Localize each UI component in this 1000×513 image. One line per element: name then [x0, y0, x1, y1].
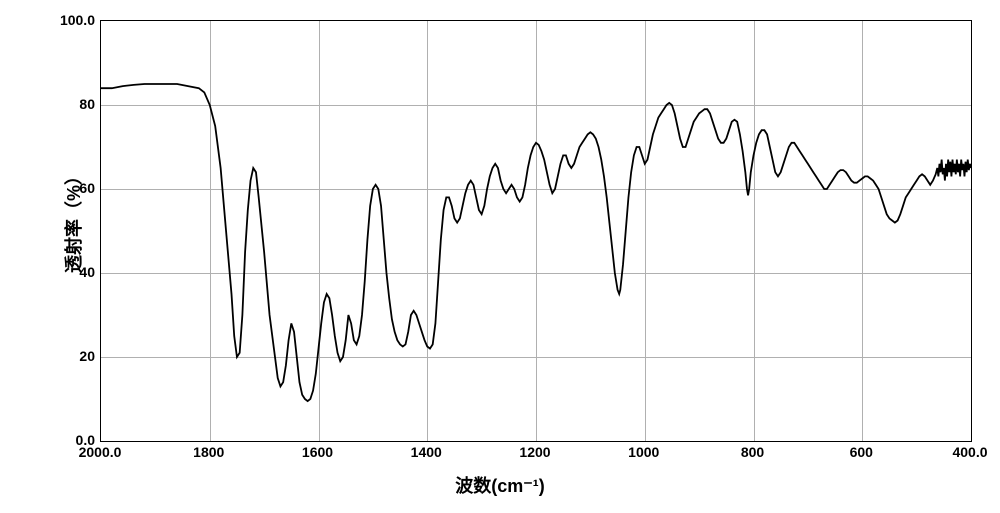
- x-tick-label: 800: [741, 444, 764, 460]
- x-tick-label: 1600: [302, 444, 333, 460]
- x-tick-label: 400.0: [952, 444, 987, 460]
- x-axis-label: 波数(cm⁻¹): [455, 472, 545, 498]
- x-tick-label: 1000: [628, 444, 659, 460]
- y-axis-label: 透射率（%）: [60, 167, 86, 273]
- x-tick-label: 2000.0: [79, 444, 122, 460]
- y-tick-label: 80: [79, 96, 95, 112]
- x-tick-label: 1400: [411, 444, 442, 460]
- chart-container: 0.020406080100.0 2000.018001600140012001…: [10, 10, 990, 503]
- x-tick-label: 600: [850, 444, 873, 460]
- plot-area: [100, 20, 972, 442]
- spectrum-line: [101, 21, 971, 441]
- x-tick-label: 1800: [193, 444, 224, 460]
- y-tick-label: 100.0: [60, 12, 95, 28]
- x-tick-label: 1200: [519, 444, 550, 460]
- y-tick-label: 20: [79, 348, 95, 364]
